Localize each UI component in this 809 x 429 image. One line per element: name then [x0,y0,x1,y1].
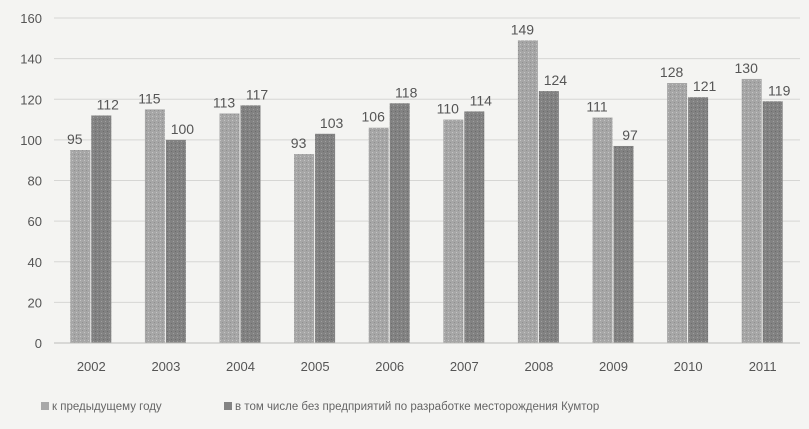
bar-2006-series-2 [389,103,410,343]
data-label-2005-series-1: 93 [291,135,307,151]
data-label-2007-series-1: 110 [437,101,460,117]
y-tick-label: 140 [20,52,42,67]
legend-label-series-1: к предыдущему году [52,401,162,413]
x-tick-label: 2003 [151,359,180,374]
bar-2002-series-1 [70,150,91,343]
bar-2010-series-1 [667,83,688,343]
data-labels: 95 112 115 100 113 117 93 103 106 118 110 114 149 124… [67,21,791,151]
data-label-2002-series-1: 95 [67,131,83,147]
data-label-2004-series-2: 117 [246,86,269,102]
legend-label-series-2: в том числе без предприятий по разработк… [235,401,599,413]
bar-2005-series-2 [315,133,336,343]
x-tick-label: 2011 [749,359,777,374]
bar-2002-series-2 [91,115,112,343]
y-tick-label: 40 [28,255,42,270]
data-label-2002-series-2: 112 [97,97,120,113]
data-label-2010-series-2: 121 [693,78,717,94]
x-tick-label: 2007 [450,359,479,374]
data-label-2006-series-1: 106 [362,109,386,125]
data-label-2007-series-2: 114 [470,92,493,108]
bar-2007-series-2 [464,111,485,343]
data-label-2010-series-1: 128 [660,64,684,80]
x-tick-label: 2008 [524,359,553,374]
bar-2003-series-1 [144,109,165,343]
bar-2011-series-2 [762,101,783,343]
data-label-2005-series-2: 103 [320,115,344,131]
bar-2008-series-2 [538,91,559,343]
x-tick-label: 2005 [301,359,330,374]
y-tick-label: 0 [35,336,42,351]
y-tick-label: 120 [20,92,42,107]
data-label-2008-series-2: 124 [544,72,568,88]
bar-2004-series-2 [240,105,261,343]
x-tick-label: 2002 [77,359,106,374]
bar-2005-series-1 [294,154,315,343]
y-axis-ticks: 0 20 40 60 80 100 120 140 160 [20,11,42,351]
legend-swatch-series-1 [41,402,49,410]
y-tick-label: 100 [20,133,42,148]
y-tick-label: 60 [28,214,42,229]
x-axis-ticks: 2002 2003 2004 2005 2006 2007 2008 2009 2010 2011 [77,359,777,374]
bar-2007-series-1 [443,119,464,343]
data-label-2003-series-2: 100 [171,121,195,137]
bar-2009-series-2 [613,145,634,343]
bar-2009-series-1 [592,117,613,343]
data-label-2004-series-1: 113 [213,94,236,110]
bar-2010-series-2 [688,97,709,343]
x-tick-label: 2004 [226,359,255,374]
x-tick-label: 2010 [674,359,703,374]
bar-2004-series-1 [219,113,240,343]
legend: к предыдущему году в том числе без предп… [41,401,599,413]
data-label-2008-series-1: 149 [511,21,535,37]
bar-2008-series-1 [517,40,538,343]
x-tick-label: 2006 [375,359,404,374]
bars [70,40,783,343]
bar-2006-series-1 [368,127,389,343]
data-label-2009-series-1: 111 [586,99,607,115]
bar-2011-series-1 [741,78,762,343]
y-tick-label: 160 [20,11,42,26]
data-label-2009-series-2: 97 [622,127,638,143]
data-label-2006-series-2: 118 [395,84,418,100]
data-label-2003-series-1: 115 [138,90,161,106]
y-tick-label: 20 [28,295,42,310]
legend-swatch-series-2 [224,402,232,410]
data-label-2011-series-2: 119 [768,82,791,98]
data-label-2011-series-1: 130 [735,60,759,76]
x-tick-label: 2009 [599,359,628,374]
y-tick-label: 80 [28,174,42,189]
bar-2003-series-2 [165,139,186,343]
